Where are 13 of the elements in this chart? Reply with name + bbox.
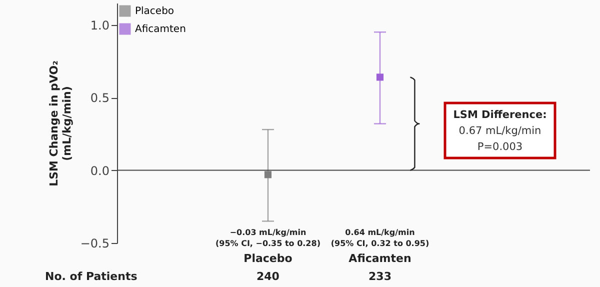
annotation: 0.64 mL/kg/min (95% CI, 0.32 to 0.95) [330, 228, 430, 248]
text: 240 [256, 270, 280, 283]
y-tick-label: 1.0 [90, 18, 110, 32]
text: LSM Difference: 0.67 mL/kg/min P=0.003 [453, 109, 547, 153]
text: No. of Patients [45, 270, 138, 283]
text: 233 [368, 270, 392, 283]
y-axis-title: LSM Change in pVO₂ (mL/kg/min) [47, 60, 74, 186]
y-tick-label: 0.0 [90, 164, 110, 178]
legend-label: Placebo [135, 6, 174, 17]
y-tick-label: 0.5 [90, 91, 110, 106]
y-tick-label: −0.5 [80, 236, 110, 250]
annotation: −0.03 mL/kg/min (95% CI, −0.35 to 0.28) [215, 228, 320, 248]
legend-label: Aficamten [135, 24, 186, 35]
